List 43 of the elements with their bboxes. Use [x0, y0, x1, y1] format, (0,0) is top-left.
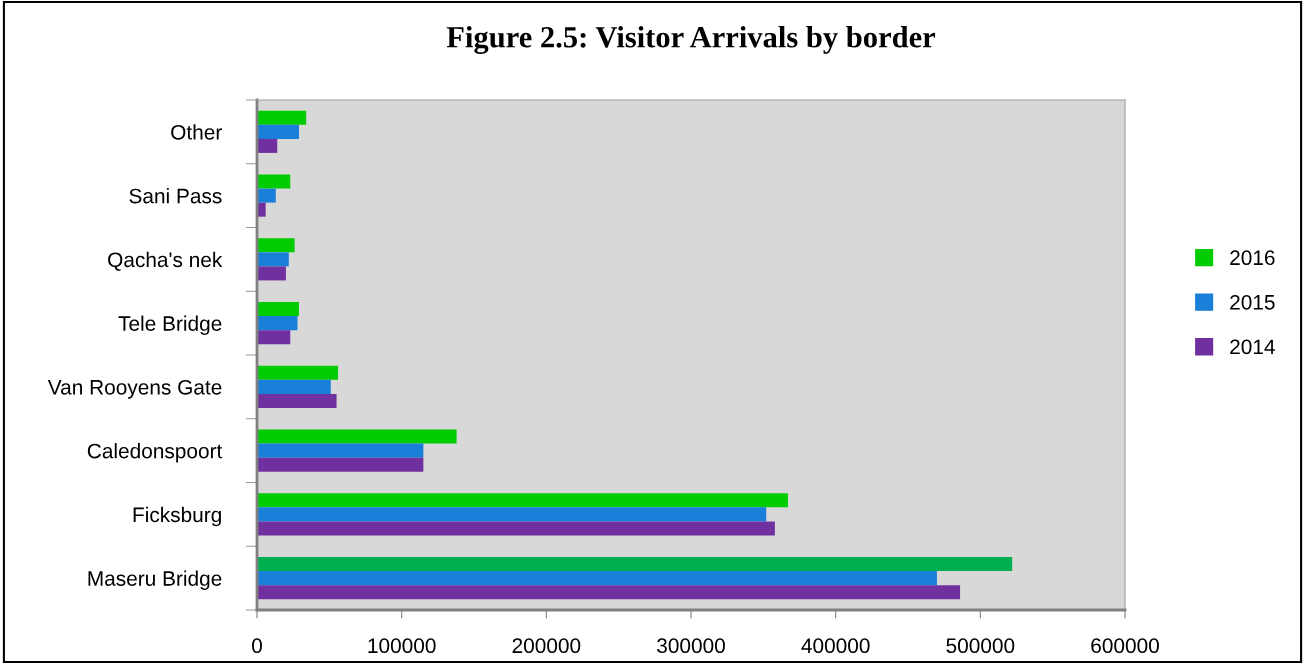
y-tick-label: Qacha's nek: [108, 251, 223, 271]
bar: [257, 557, 1013, 572]
bar: [257, 266, 286, 281]
bar: [257, 457, 424, 472]
bar: [257, 585, 961, 600]
x-tick-label: 100000: [368, 638, 436, 654]
bar: [257, 393, 337, 408]
y-tick-label: Tele Bridge: [118, 315, 222, 335]
bar: [257, 443, 424, 458]
bar: [257, 365, 339, 380]
bar: [257, 124, 299, 139]
y-tick-label: Other: [171, 124, 222, 140]
bar: [257, 188, 276, 203]
bar: [257, 238, 295, 253]
x-tick-label: 400000: [801, 638, 870, 654]
bar: [257, 302, 299, 317]
legend-label: 2014: [1230, 339, 1275, 355]
legend-label: 2016: [1230, 250, 1275, 266]
bar: [257, 379, 331, 394]
bar: [257, 252, 289, 267]
y-tick-label: Ficksburg: [133, 506, 221, 527]
x-tick-label: 0: [252, 638, 262, 654]
y-tick-label: Caledonspoort: [87, 443, 223, 463]
bar: [257, 429, 457, 444]
bar: [257, 521, 775, 536]
bar: [257, 138, 278, 153]
y-tick-label: Maseru Bridge: [88, 570, 222, 590]
x-tick-label: 600000: [1091, 638, 1159, 654]
y-tick-label: Sani Pass: [129, 188, 222, 204]
x-tick-label: 300000: [657, 638, 725, 654]
bar: [257, 493, 788, 508]
x-tick-label: 500000: [946, 638, 1015, 654]
x-tick-label: 200000: [512, 638, 581, 654]
bar: [257, 316, 298, 331]
bar: [257, 571, 937, 586]
bar: [257, 174, 291, 189]
bar: [257, 110, 307, 125]
bar: [257, 507, 767, 522]
legend-label: 2015: [1230, 294, 1275, 310]
chart-title: Figure 2.5: Visitor Arrivals by border: [446, 26, 936, 54]
bar: [257, 330, 291, 345]
y-tick-label: Van Rooyens Gate: [47, 379, 222, 399]
bar: [257, 202, 266, 217]
